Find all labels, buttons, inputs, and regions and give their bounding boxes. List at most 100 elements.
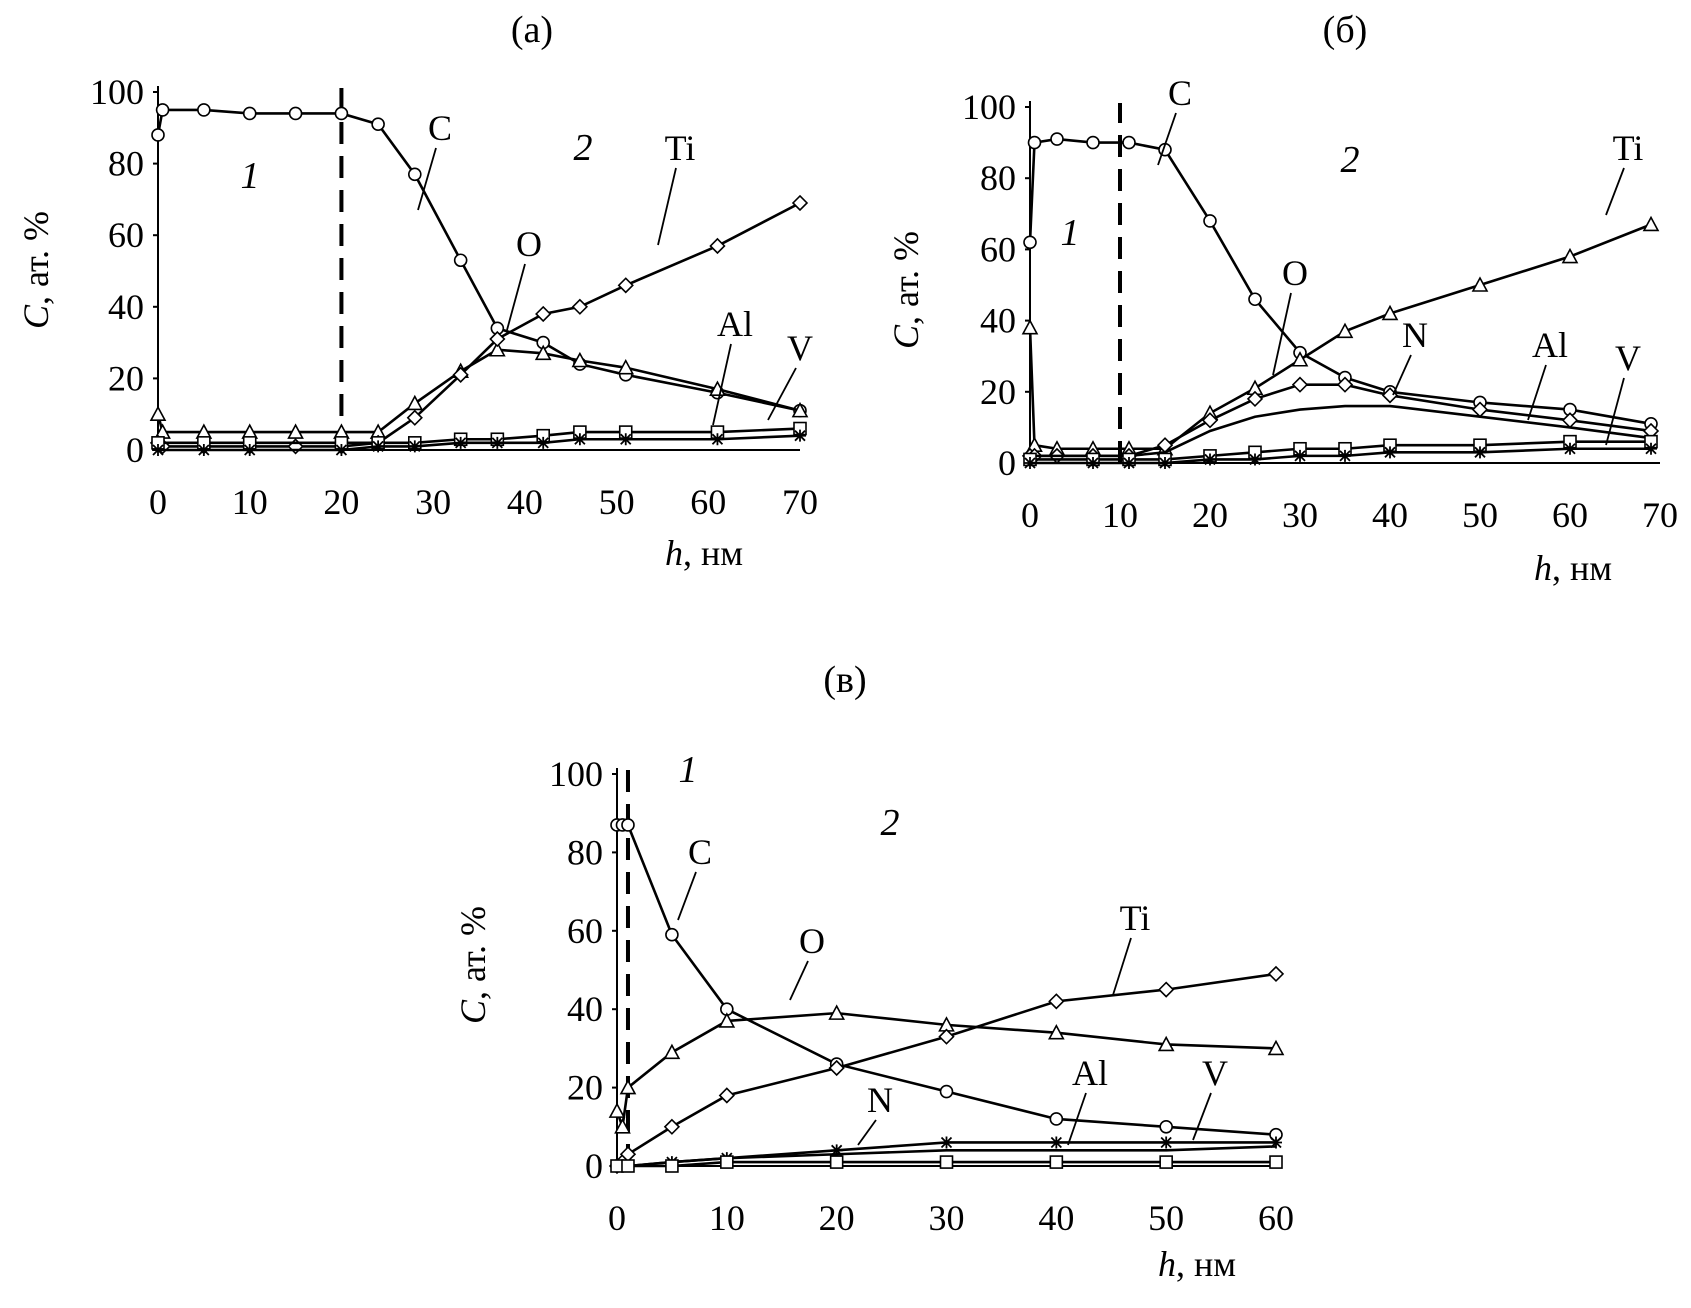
- y-tick-label: 80: [108, 144, 144, 184]
- data-point-O: [406, 394, 424, 411]
- data-point-Ti: [1561, 247, 1579, 264]
- data-point-V: [1204, 453, 1216, 466]
- data-point-V: [1249, 453, 1261, 466]
- series-label-Al: Al: [1067, 1053, 1108, 1146]
- x-tick-label: 20: [1192, 495, 1228, 535]
- y-tick-label: 20: [980, 372, 1016, 412]
- data-point-V: [794, 429, 806, 442]
- series-label-text: Al: [1532, 325, 1568, 365]
- series-label-text: N: [1402, 315, 1428, 355]
- series-label-text: Al: [717, 304, 753, 344]
- leader-line: [1067, 1092, 1087, 1146]
- leader-line: [767, 367, 797, 421]
- data-point-V: [1159, 1155, 1173, 1169]
- region-label-1: 1: [241, 155, 260, 197]
- data-point-V: [372, 440, 385, 453]
- series-label-C: C: [417, 108, 452, 211]
- chart-panel-2: (б) 0 20 40 60 80 100 0 10 20 30 40 50 60 70 C, ат. % h,…: [886, 9, 1678, 588]
- data-point-C: [1159, 1120, 1173, 1134]
- x-tick-label: 10: [232, 482, 268, 522]
- series-label-Al: Al: [1527, 325, 1568, 421]
- data-point-O: [1336, 376, 1354, 393]
- data-point-O: [1246, 390, 1264, 408]
- data-point-Ti: [452, 366, 469, 383]
- data-point-Ti: [489, 330, 506, 348]
- y-tick-label: 20: [108, 358, 144, 398]
- data-point-V: [197, 444, 210, 456]
- panel-title: (в): [823, 659, 866, 701]
- series-label-text: O: [1282, 253, 1308, 293]
- chart-panel-3: (в) 0 20 40 60 80 100 0 10 20 30 40 50 60 C, ат. % h, н…: [453, 659, 1294, 1284]
- data-point-V: [1049, 1155, 1064, 1169]
- x-axis-label: h, нм: [1158, 1244, 1236, 1284]
- y-tick-label: 60: [108, 215, 144, 255]
- series-V: [152, 429, 806, 456]
- data-point-C: [371, 117, 385, 132]
- data-point-V: [537, 436, 550, 449]
- leader-line: [506, 263, 526, 331]
- data-point-Ti: [1267, 965, 1285, 983]
- data-point-O: [1201, 412, 1219, 429]
- series-label-text: Ti: [665, 128, 696, 168]
- data-point-N: [830, 1144, 843, 1157]
- leader-line: [789, 960, 809, 1001]
- y-tick-label: 40: [567, 989, 603, 1029]
- data-point-Ti: [1642, 215, 1660, 232]
- y-axis-label: C, ат. %: [886, 231, 926, 349]
- leader-line: [1157, 112, 1177, 166]
- data-point-V: [1123, 457, 1135, 469]
- series-label-text: V: [787, 328, 813, 368]
- data-point-V: [1024, 457, 1036, 469]
- data-point-Ti: [1471, 276, 1489, 292]
- data-point-V: [665, 1159, 679, 1173]
- x-tick-label: 10: [1102, 495, 1138, 535]
- y-axis-label: C, ат. %: [453, 906, 493, 1024]
- data-point-C: [665, 927, 679, 942]
- data-point-N: [1160, 1136, 1173, 1149]
- x-tick-label: 30: [1282, 495, 1318, 535]
- data-point-O: [1267, 1039, 1285, 1056]
- data-point-O: [791, 401, 809, 418]
- data-point-C: [155, 103, 170, 117]
- data-point-O: [149, 405, 167, 422]
- data-point-O: [489, 341, 506, 357]
- data-point-N: [940, 1136, 953, 1149]
- leader-line: [677, 871, 697, 921]
- data-point-V: [408, 440, 421, 453]
- data-point-O: [619, 1078, 637, 1095]
- data-point-C: [1027, 135, 1042, 150]
- x-tick-label: 40: [1038, 1198, 1074, 1238]
- data-point-C: [1050, 132, 1064, 146]
- data-point-V: [1564, 442, 1576, 455]
- data-point-C: [453, 253, 468, 268]
- region-label-2: 2: [881, 802, 900, 844]
- series-Ti: [1021, 215, 1660, 456]
- data-point-V: [243, 444, 256, 456]
- series-label-text: Ti: [1613, 128, 1644, 168]
- leader-line: [1392, 354, 1412, 396]
- data-point-C: [621, 818, 635, 832]
- data-point-O: [608, 1102, 626, 1118]
- series-label-text: Ti: [1120, 898, 1151, 938]
- series-label-V: V: [767, 328, 813, 421]
- x-axis-label: h, нм: [1534, 548, 1612, 588]
- data-point-V: [1645, 442, 1657, 455]
- data-point-V: [829, 1155, 844, 1169]
- y-tick-label: 60: [980, 229, 1016, 269]
- region-label-1: 1: [679, 749, 698, 791]
- data-point-C: [1203, 214, 1217, 228]
- leader-line: [1605, 167, 1625, 216]
- series-label-text: C: [688, 832, 712, 872]
- data-point-V: [152, 444, 164, 456]
- series-label-Ti: Ti: [1605, 128, 1644, 216]
- x-tick-label: 60: [1552, 495, 1588, 535]
- data-point-V: [454, 436, 467, 449]
- data-point-C: [334, 106, 349, 121]
- series-Ti: [149, 194, 809, 455]
- y-tick-label: 60: [567, 911, 603, 951]
- data-point-C: [151, 128, 165, 142]
- data-point-V: [491, 436, 504, 449]
- data-point-C: [939, 1084, 954, 1099]
- data-point-Ti: [1336, 322, 1354, 339]
